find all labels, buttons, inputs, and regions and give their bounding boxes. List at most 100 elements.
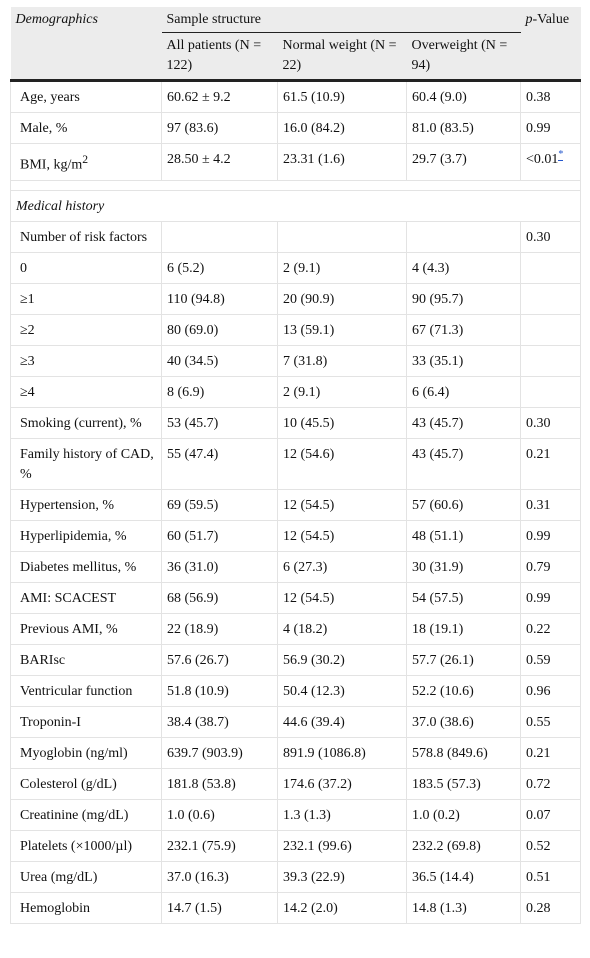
cell-over: 1.0 (0.2): [406, 798, 521, 831]
table-row: AMI: SCACEST 68 (56.9) 12 (54.5) 54 (57.5) 0…: [10, 581, 581, 614]
table-row: Previous AMI, % 22 (18.9) 4 (18.2) 18 (19.1…: [10, 612, 581, 645]
row-label: Number of risk factors: [10, 220, 162, 253]
cell-p: 0.30: [520, 406, 581, 439]
cell-all: 80 (69.0): [161, 313, 278, 346]
row-label: Hyperlipidemia, %: [10, 519, 162, 552]
row-label: Hypertension, %: [10, 488, 162, 521]
table-header: Demographics Sample structure p-Value Al…: [10, 7, 581, 81]
cell-all: 97 (83.6): [161, 112, 278, 144]
table-row: Urea (mg/dL) 37.0 (16.3) 39.3 (22.9) 36.5 (…: [10, 860, 581, 893]
row-label: Troponin-I: [10, 705, 162, 738]
cell-p: 0.72: [520, 767, 581, 800]
cell-normal: 39.3 (22.9): [277, 860, 407, 893]
cell-over: 67 (71.3): [406, 313, 521, 346]
cell-all: 639.7 (903.9): [161, 736, 278, 769]
cell-all: 51.8 (10.9): [161, 674, 278, 707]
row-label: Myoglobin (ng/ml): [10, 736, 162, 769]
cell-all: 37.0 (16.3): [161, 860, 278, 893]
header-p-italic: p: [525, 12, 533, 27]
section-row: Medical history: [10, 189, 581, 222]
header-demographics: Demographics: [10, 7, 162, 81]
cell-p: 0.79: [520, 550, 581, 583]
cell-over: 90 (95.7): [406, 282, 521, 315]
cell-over: 81.0 (83.5): [406, 112, 521, 144]
cell-all: 14.7 (1.5): [161, 891, 278, 924]
cell-normal: [277, 220, 407, 253]
row-label: Colesterol (g/dL): [10, 767, 162, 800]
bmi-label: BMI, kg/m: [20, 157, 83, 173]
cell-all: 60.62 ± 9.2: [161, 80, 278, 113]
table-row: Creatinine (mg/dL) 1.0 (0.6) 1.3 (1.3) 1.0 …: [10, 798, 581, 831]
row-label: Diabetes mellitus, %: [10, 550, 162, 583]
row-label: Creatinine (mg/dL): [10, 798, 162, 831]
cell-p: [520, 282, 581, 315]
row-label: Platelets (×1000/µl): [10, 829, 162, 862]
footnote-link[interactable]: *: [558, 149, 564, 162]
cell-over: 43 (45.7): [406, 406, 521, 439]
cell-over: 57.7 (26.1): [406, 643, 521, 676]
cell-all: 28.50 ± 4.2: [161, 143, 278, 181]
cell-all: 181.8 (53.8): [161, 767, 278, 800]
table-row: Number of risk factors 0.30: [10, 220, 581, 253]
cell-over: 18 (19.1): [406, 612, 521, 645]
table-row: ≥4 8 (6.9) 2 (9.1) 6 (6.4): [10, 375, 581, 408]
header-sample-structure: Sample structure: [161, 7, 521, 33]
cell-p: 0.22: [520, 612, 581, 645]
bmi-superscript: 2: [82, 153, 89, 166]
row-label: ≥4: [10, 375, 162, 408]
cell-over: 183.5 (57.3): [406, 767, 521, 800]
row-label: ≥3: [10, 344, 162, 377]
cell-p: 0.38: [520, 80, 581, 113]
cell-normal: 4 (18.2): [277, 612, 407, 645]
cell-normal: 50.4 (12.3): [277, 674, 407, 707]
header-p-rest: -Value: [532, 12, 570, 27]
cell-all: 6 (5.2): [161, 251, 278, 284]
cell-over: 37.0 (38.6): [406, 705, 521, 738]
cell-over: 52.2 (10.6): [406, 674, 521, 707]
cell-p: 0.30: [520, 220, 581, 253]
cell-over: 54 (57.5): [406, 581, 521, 614]
cell-all: 232.1 (75.9): [161, 829, 278, 862]
cell-p: [520, 313, 581, 346]
row-label: Ventricular function: [10, 674, 162, 707]
cell-normal: 7 (31.8): [277, 344, 407, 377]
cell-normal: 13 (59.1): [277, 313, 407, 346]
cell-all: 36 (31.0): [161, 550, 278, 583]
bmi-p-value: <0.01: [526, 152, 559, 167]
cell-p: [520, 375, 581, 408]
cell-normal: 232.1 (99.6): [277, 829, 407, 862]
table-row-bmi: BMI, kg/m2 28.50 ± 4.2 23.31 (1.6) 29.7 …: [10, 143, 581, 181]
cell-over: 4 (4.3): [406, 251, 521, 284]
row-label: Smoking (current), %: [10, 406, 162, 439]
section-medical-history: Medical history: [10, 189, 581, 222]
table-row: Hemoglobin 14.7 (1.5) 14.2 (2.0) 14.8 (1.3)…: [10, 891, 581, 924]
cell-normal: 12 (54.6): [277, 437, 407, 490]
header-normal-weight: Normal weight (N = 22): [277, 32, 407, 81]
cell-all: 1.0 (0.6): [161, 798, 278, 831]
cell-normal: 20 (90.9): [277, 282, 407, 315]
cell-normal: 16.0 (84.2): [277, 112, 407, 144]
table-row: ≥2 80 (69.0) 13 (59.1) 67 (71.3): [10, 313, 581, 346]
cell-over: 30 (31.9): [406, 550, 521, 583]
cell-over: 33 (35.1): [406, 344, 521, 377]
table-row: Platelets (×1000/µl) 232.1 (75.9) 232.1 (9…: [10, 829, 581, 862]
cell-p: <0.01*: [520, 143, 581, 181]
cell-p: 0.31: [520, 488, 581, 521]
cell-all: [161, 220, 278, 253]
cell-p: 0.28: [520, 891, 581, 924]
cell-p: 0.52: [520, 829, 581, 862]
cell-all: 68 (56.9): [161, 581, 278, 614]
row-label: 0: [10, 251, 162, 284]
table-row: Hyperlipidemia, % 60 (51.7) 12 (54.5) 48 (5…: [10, 519, 581, 552]
cell-all: 69 (59.5): [161, 488, 278, 521]
cell-p: 0.51: [520, 860, 581, 893]
cell-p: [520, 344, 581, 377]
table-row: BARIsc 57.6 (26.7) 56.9 (30.2) 57.7 (26.1) 0…: [10, 643, 581, 676]
table-container: Demographics Sample structure p-Value Al…: [10, 7, 581, 924]
row-label: BMI, kg/m2: [10, 143, 162, 181]
table-row: ≥1 110 (94.8) 20 (90.9) 90 (95.7): [10, 282, 581, 315]
demographics-table: Demographics Sample structure p-Value Al…: [10, 7, 581, 924]
cell-p: 0.55: [520, 705, 581, 738]
row-label: AMI: SCACEST: [10, 581, 162, 614]
cell-normal: 6 (27.3): [277, 550, 407, 583]
